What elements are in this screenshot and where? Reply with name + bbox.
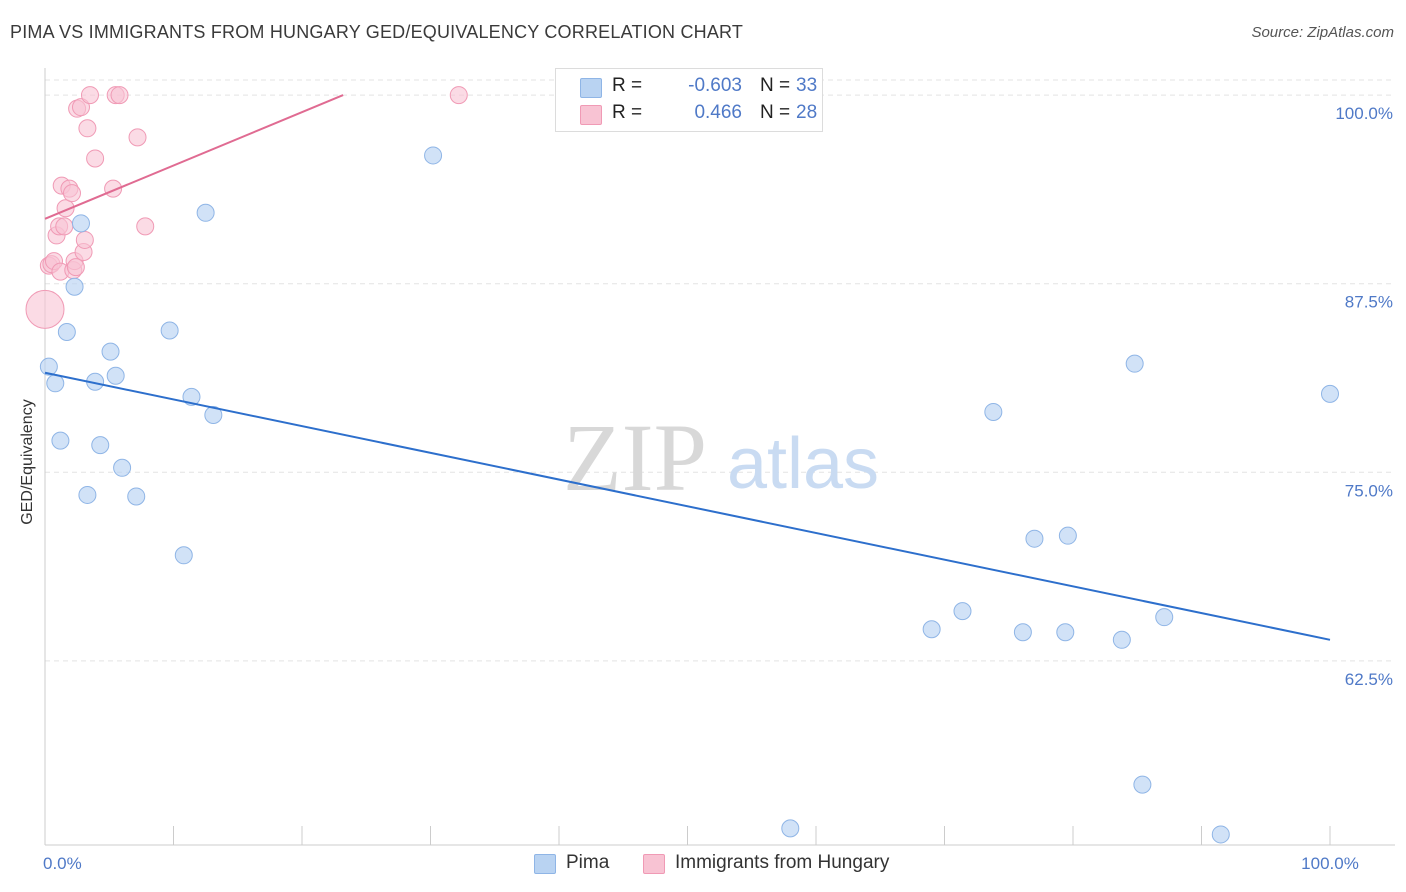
pima-point [1025, 529, 1044, 548]
pima-point [71, 214, 90, 233]
pima-point [1125, 354, 1144, 373]
r-label: R = [612, 102, 643, 123]
hungary-legend-swatch [643, 854, 665, 874]
pima-point [984, 402, 1003, 421]
axes [44, 68, 1395, 846]
stats-box: R = -0.603 N = 33 R = 0.466 N = 28 [555, 68, 823, 132]
pima-point [51, 431, 70, 450]
watermark-zip: ZIP [563, 404, 707, 511]
pima-point [1112, 630, 1131, 649]
pima-point [204, 405, 223, 424]
n-label: N = [760, 102, 791, 123]
hungary-point [62, 184, 81, 203]
pima-point [922, 620, 941, 639]
hungary-point [25, 289, 65, 329]
y-tick-label: 87.5% [1345, 293, 1393, 312]
chart-title: PIMA VS IMMIGRANTS FROM HUNGARY GED/EQUI… [10, 22, 744, 42]
hungary-swatch [580, 105, 602, 125]
pima-point [160, 321, 179, 340]
legend: Pima Immigrants from Hungary [0, 851, 1406, 877]
hungary-point [80, 86, 99, 105]
pima-point [127, 487, 146, 506]
x-tick-label: 0.0% [43, 854, 82, 873]
legend-label-pima: Pima [566, 852, 610, 873]
pima-point [953, 602, 972, 621]
hungary-point [75, 230, 94, 249]
hungary-point [55, 217, 74, 236]
r-value: -0.603 [688, 75, 742, 96]
pima-legend-swatch [534, 854, 556, 874]
y-tick-label: 62.5% [1345, 670, 1393, 689]
r-value: 0.466 [694, 102, 742, 123]
pima-point [65, 277, 84, 296]
pima-point [78, 485, 97, 504]
pima-point [1058, 526, 1077, 545]
watermark-atlas: atlas [727, 424, 879, 504]
trend-lines [44, 94, 1331, 641]
gridlines [45, 79, 1395, 662]
pima-point [101, 342, 120, 361]
pima-trend-line [44, 371, 1331, 641]
hungary-trend-line [44, 94, 344, 220]
pima-point [46, 374, 65, 393]
pima-points [39, 146, 1339, 844]
pima-point [113, 458, 132, 477]
hungary-point [66, 258, 85, 277]
x-tick-label: 100.0% [1301, 854, 1359, 873]
pima-point [91, 436, 110, 455]
pima-point [106, 366, 125, 385]
hungary-point [449, 86, 468, 105]
pima-point [1013, 623, 1032, 642]
hungary-point [86, 149, 105, 168]
pima-point [1321, 384, 1339, 403]
hungary-points [25, 86, 468, 329]
pima-point [39, 357, 58, 376]
hungary-point [78, 119, 97, 138]
watermark: ZIP atlas [563, 404, 879, 511]
pima-point [1133, 775, 1152, 794]
legend-label-hungary: Immigrants from Hungary [675, 852, 890, 873]
n-value: 28 [796, 102, 818, 123]
pima-point [1211, 825, 1230, 844]
n-label: N = [760, 75, 791, 96]
y-tick-label: 100.0% [1335, 104, 1393, 123]
y-tick-label: 75.0% [1345, 481, 1393, 500]
pima-point [182, 387, 201, 406]
pima-point [424, 146, 443, 165]
hungary-point [71, 98, 90, 117]
hungary-point [136, 217, 155, 236]
source-credit: Source: ZipAtlas.com [1251, 24, 1394, 41]
n-value: 33 [796, 75, 818, 96]
pima-point [781, 819, 800, 838]
pima-point [1056, 623, 1075, 642]
r-label: R = [612, 75, 643, 96]
tick-labels: 100.0% 87.5% 75.0% 62.5% 0.0% 100.0% [43, 104, 1393, 873]
pima-point [57, 322, 76, 341]
hungary-point [110, 86, 129, 105]
hungary-point [128, 128, 147, 147]
pima-point [174, 546, 193, 565]
pima-swatch [580, 78, 602, 98]
pima-point [196, 203, 215, 222]
pima-point [1155, 608, 1174, 627]
